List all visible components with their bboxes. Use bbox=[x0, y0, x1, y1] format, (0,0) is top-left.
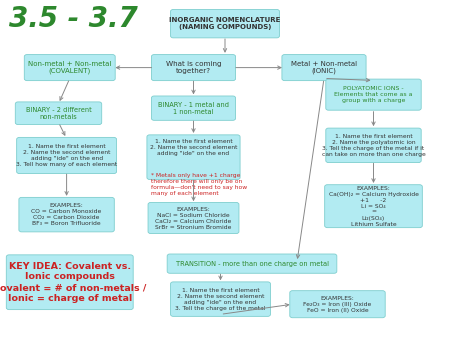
FancyBboxPatch shape bbox=[19, 197, 114, 232]
Text: BINARY - 1 metal and
1 non-metal: BINARY - 1 metal and 1 non-metal bbox=[158, 101, 229, 115]
FancyBboxPatch shape bbox=[17, 137, 117, 174]
Text: TRANSITION - more than one charge on metal: TRANSITION - more than one charge on met… bbox=[176, 261, 328, 267]
Text: KEY IDEA: Covalent vs.
Ionic compounds
Covalent = # of non-metals /
Ionic = char: KEY IDEA: Covalent vs. Ionic compounds C… bbox=[0, 262, 146, 303]
FancyBboxPatch shape bbox=[147, 135, 240, 179]
FancyBboxPatch shape bbox=[6, 255, 133, 310]
FancyBboxPatch shape bbox=[290, 291, 385, 318]
FancyBboxPatch shape bbox=[171, 282, 270, 316]
FancyBboxPatch shape bbox=[15, 102, 102, 124]
Text: 1. Name the first element
2. Name the polyatomic ion
3. Tell the charge of the m: 1. Name the first element 2. Name the po… bbox=[322, 134, 425, 157]
FancyBboxPatch shape bbox=[148, 202, 239, 234]
FancyBboxPatch shape bbox=[324, 185, 422, 228]
Text: EXAMPLES:
Fe₂O₃ = Iron (III) Oxide
FeO = Iron (II) Oxide: EXAMPLES: Fe₂O₃ = Iron (III) Oxide FeO =… bbox=[303, 296, 372, 313]
Text: EXAMPLES:
Ca(OH)₂ = Calcium Hydroxide
+1      -2
Li = SO₄
=
Li₂(SO₄)
Lithium Sul: EXAMPLES: Ca(OH)₂ = Calcium Hydroxide +1… bbox=[328, 186, 418, 227]
FancyBboxPatch shape bbox=[167, 254, 337, 273]
Text: BINARY - 2 different
non-metals: BINARY - 2 different non-metals bbox=[26, 106, 91, 120]
Text: EXAMPLES:
NaCl = Sodium Chloride
CaCl₂ = Calcium Chloride
SrBr = Stronium Bromid: EXAMPLES: NaCl = Sodium Chloride CaCl₂ =… bbox=[155, 207, 232, 230]
Text: 3.5 - 3.7: 3.5 - 3.7 bbox=[9, 5, 138, 32]
FancyBboxPatch shape bbox=[326, 128, 421, 163]
Text: 1. Name the first element
2. Name the second element
adding "ide" on the end: 1. Name the first element 2. Name the se… bbox=[150, 139, 237, 156]
FancyBboxPatch shape bbox=[171, 9, 279, 38]
Text: POLYATOMIC IONS -
Elements that come as a
group with a charge: POLYATOMIC IONS - Elements that come as … bbox=[334, 86, 413, 103]
Text: 1. Name the first element
2. Name the second element
adding "ide" on the end
3. : 1. Name the first element 2. Name the se… bbox=[175, 288, 266, 311]
Text: EXAMPLES:
CO = Carbon Monoxide
CO₂ = Carbon Dioxide
BF₃ = Boron Trifluoride: EXAMPLES: CO = Carbon Monoxide CO₂ = Car… bbox=[32, 203, 102, 226]
FancyBboxPatch shape bbox=[151, 54, 236, 81]
FancyBboxPatch shape bbox=[326, 79, 421, 110]
FancyBboxPatch shape bbox=[24, 54, 115, 81]
Text: What is coming
together?: What is coming together? bbox=[166, 61, 221, 74]
Text: 1. Name the first element
2. Name the second element
adding "ide" on the end
3. : 1. Name the first element 2. Name the se… bbox=[16, 144, 117, 167]
FancyBboxPatch shape bbox=[282, 54, 366, 81]
Text: Metal + Non-metal
(IONIC): Metal + Non-metal (IONIC) bbox=[291, 61, 357, 74]
Text: * Metals only have +1 charge
therefore there will only be on
formula—don't need : * Metals only have +1 charge therefore t… bbox=[151, 173, 247, 196]
Text: Non-metal + Non-metal
(COVALENT): Non-metal + Non-metal (COVALENT) bbox=[28, 61, 112, 74]
Text: INORGANIC NOMENCLATURE
(NAMING COMPOUNDS): INORGANIC NOMENCLATURE (NAMING COMPOUNDS… bbox=[169, 17, 281, 30]
FancyBboxPatch shape bbox=[151, 96, 236, 120]
